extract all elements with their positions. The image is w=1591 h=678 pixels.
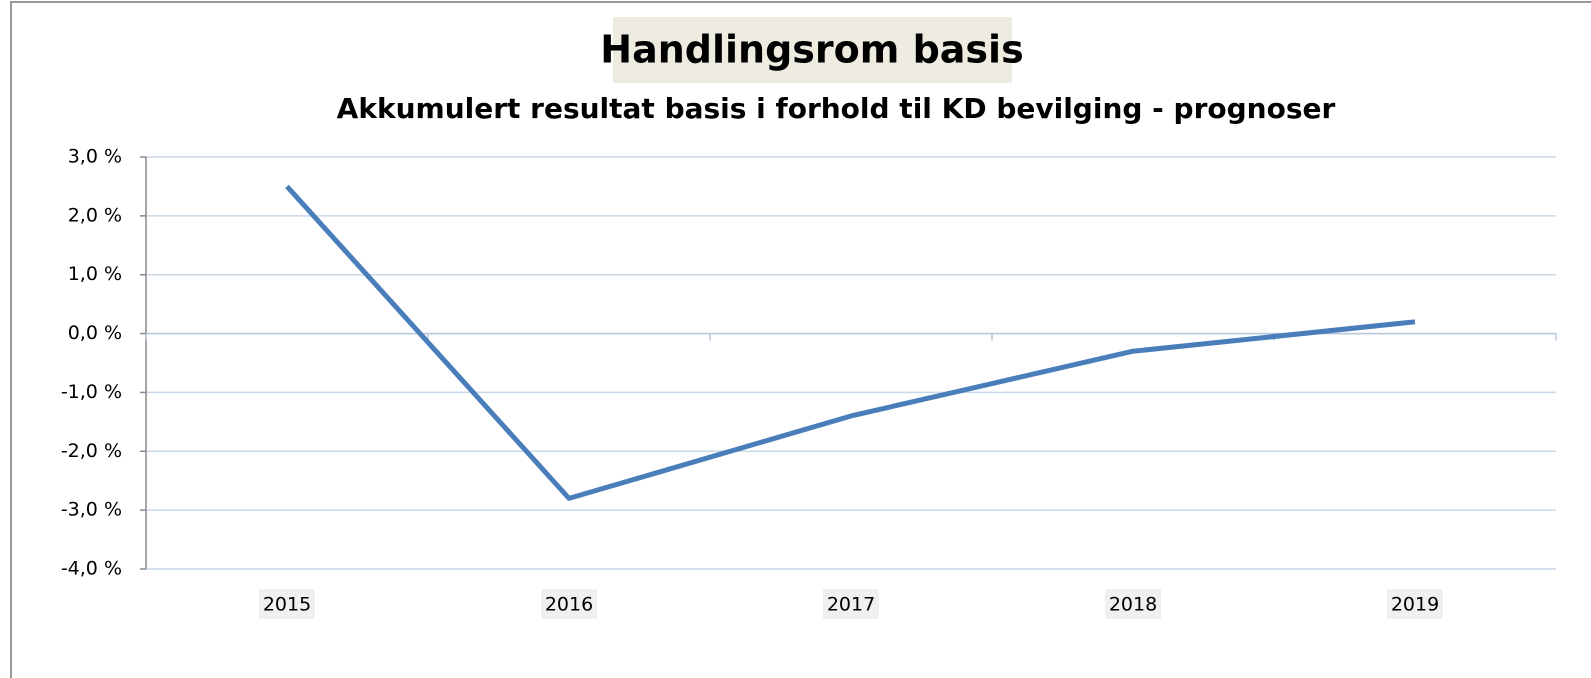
x-tick-label: 2017 (827, 594, 875, 616)
y-tick-label: -4,0 % (61, 558, 122, 580)
chart-title: Handlingsrom basis (600, 28, 1023, 72)
y-tick-label: -3,0 % (61, 499, 122, 521)
x-label-background (823, 589, 879, 619)
x-tick-label: 2016 (545, 594, 593, 616)
y-tick-label: 2,0 % (68, 204, 122, 226)
y-tick-label: -1,0 % (61, 381, 122, 403)
x-tick-label: 2018 (1109, 594, 1157, 616)
x-tick-label: 2019 (1391, 594, 1439, 616)
x-label-background (541, 589, 597, 619)
y-tick-label: 0,0 % (68, 322, 122, 344)
y-tick-label: 1,0 % (68, 263, 122, 285)
x-label-background (1105, 589, 1161, 619)
x-tick-label: 2015 (263, 594, 311, 616)
y-tick-label: 3,0 % (68, 146, 122, 168)
chart-frame (10, 1, 1591, 678)
chart-subtitle: Akkumulert resultat basis i forhold til … (337, 92, 1336, 125)
x-label-background (1387, 589, 1443, 619)
title-background (613, 17, 1012, 83)
y-tick-label: -2,0 % (61, 440, 122, 462)
data-line (285, 184, 1416, 501)
x-label-background (259, 589, 315, 619)
